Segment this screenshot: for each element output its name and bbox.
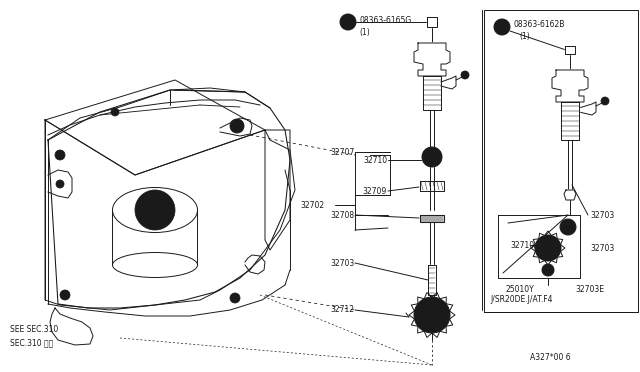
Circle shape: [535, 235, 561, 261]
Polygon shape: [561, 102, 579, 140]
Bar: [484, 10, 638, 312]
Text: S: S: [346, 17, 350, 26]
Polygon shape: [565, 46, 575, 54]
Text: 08363-6165G: 08363-6165G: [359, 16, 412, 25]
Text: (1): (1): [519, 32, 530, 41]
Text: (1): (1): [359, 28, 370, 36]
Circle shape: [135, 190, 175, 230]
Text: SEC.310 参照: SEC.310 参照: [10, 339, 53, 347]
Polygon shape: [428, 265, 436, 295]
Polygon shape: [427, 17, 437, 27]
Text: 32710: 32710: [510, 241, 534, 250]
Text: 32712: 32712: [330, 305, 354, 314]
Circle shape: [422, 147, 442, 167]
Text: 32703: 32703: [590, 244, 614, 253]
Text: SEE SEC.310: SEE SEC.310: [10, 326, 58, 334]
Text: 32708: 32708: [330, 211, 354, 219]
Circle shape: [601, 97, 609, 105]
Text: A327*00 6: A327*00 6: [530, 353, 571, 362]
Text: J/SR20DE.J/AT.F4: J/SR20DE.J/AT.F4: [490, 295, 552, 305]
Text: 32702: 32702: [300, 201, 324, 209]
Circle shape: [414, 297, 450, 333]
Polygon shape: [420, 215, 444, 222]
Polygon shape: [414, 43, 450, 76]
Text: 32703: 32703: [590, 211, 614, 219]
Text: 08363-6162B: 08363-6162B: [514, 19, 565, 29]
Text: 32703: 32703: [330, 259, 355, 267]
Circle shape: [230, 293, 240, 303]
Text: 32709: 32709: [362, 186, 387, 196]
Circle shape: [340, 14, 356, 30]
Text: 32710: 32710: [363, 155, 387, 164]
Circle shape: [230, 119, 244, 133]
Text: 25010Y: 25010Y: [505, 285, 534, 295]
Polygon shape: [564, 190, 576, 200]
Circle shape: [111, 108, 119, 116]
Text: S: S: [500, 22, 504, 32]
Circle shape: [55, 150, 65, 160]
Polygon shape: [552, 70, 588, 102]
Circle shape: [560, 219, 576, 235]
Text: 32703E: 32703E: [575, 285, 604, 295]
Text: 32707: 32707: [330, 148, 355, 157]
Circle shape: [56, 180, 64, 188]
Polygon shape: [423, 76, 441, 110]
Circle shape: [494, 19, 510, 35]
Ellipse shape: [113, 253, 198, 278]
Circle shape: [60, 290, 70, 300]
Polygon shape: [420, 181, 444, 191]
Circle shape: [461, 71, 469, 79]
Circle shape: [542, 264, 554, 276]
